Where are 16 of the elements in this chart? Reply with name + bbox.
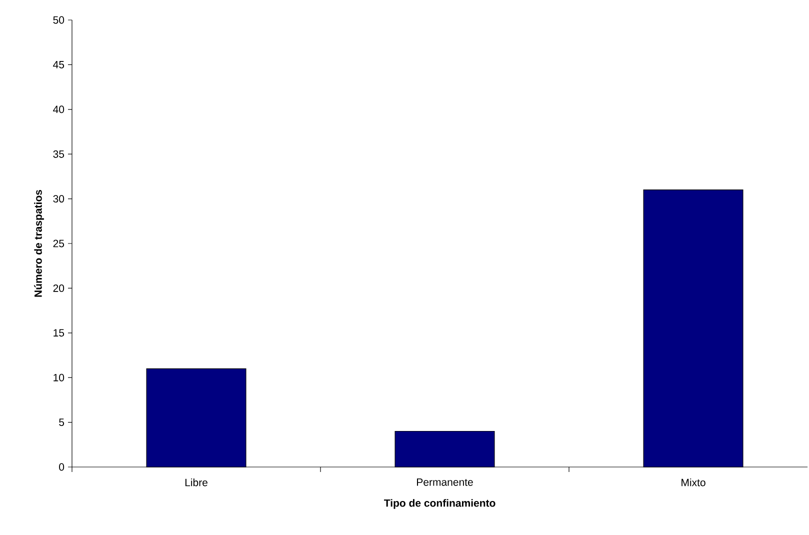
y-tick-label: 10 — [54, 374, 64, 382]
y-tick-label: 45 — [53, 61, 64, 68]
y-tick-label: 30 — [53, 195, 64, 203]
x-tick-label: Mixto — [682, 478, 706, 486]
x-tick-label: Libre — [185, 478, 208, 486]
x-tick-label: Permanente — [417, 478, 473, 486]
y-axis-title: Número de traspatios — [34, 190, 44, 297]
y-tick-label: 40 — [53, 106, 64, 114]
x-axis-title: Tipo de confinamiento — [384, 499, 496, 509]
y-tick-label: 5 — [59, 418, 64, 426]
y-tick-label: 20 — [53, 284, 64, 292]
y-tick-label: 35 — [53, 150, 64, 158]
y-tick-label: 25 — [53, 240, 64, 248]
y-tick-label: 50 — [53, 16, 64, 24]
y-tick-label: 0 — [59, 463, 64, 471]
y-tick-label: 15 — [54, 329, 64, 337]
